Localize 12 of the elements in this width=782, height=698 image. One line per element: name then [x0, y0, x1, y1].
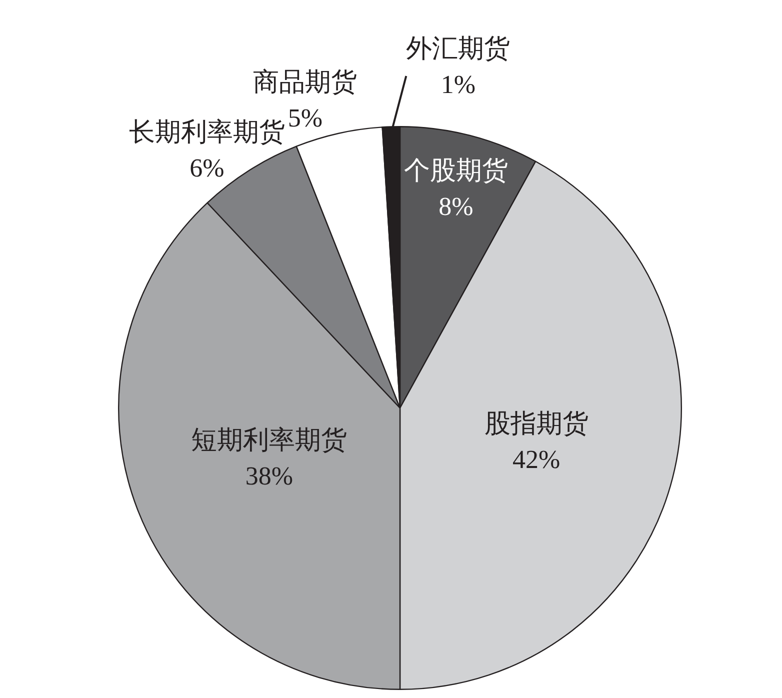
data-label: 38% [245, 462, 294, 491]
data-label: 8% [438, 192, 474, 221]
data-label: 5% [288, 103, 323, 132]
slice-label: 短期利率期货 [191, 426, 348, 455]
data-label: 42% [512, 444, 560, 474]
data-label: 6% [190, 154, 224, 183]
slice-label: 商品期货 [253, 67, 358, 96]
slice-label: 股指期货 [484, 408, 588, 438]
data-label: 1% [440, 70, 476, 99]
slice-label: 外汇期货 [406, 34, 510, 63]
slice-label: 个股期货 [404, 156, 508, 185]
slice-label: 长期利率期货 [129, 118, 286, 147]
